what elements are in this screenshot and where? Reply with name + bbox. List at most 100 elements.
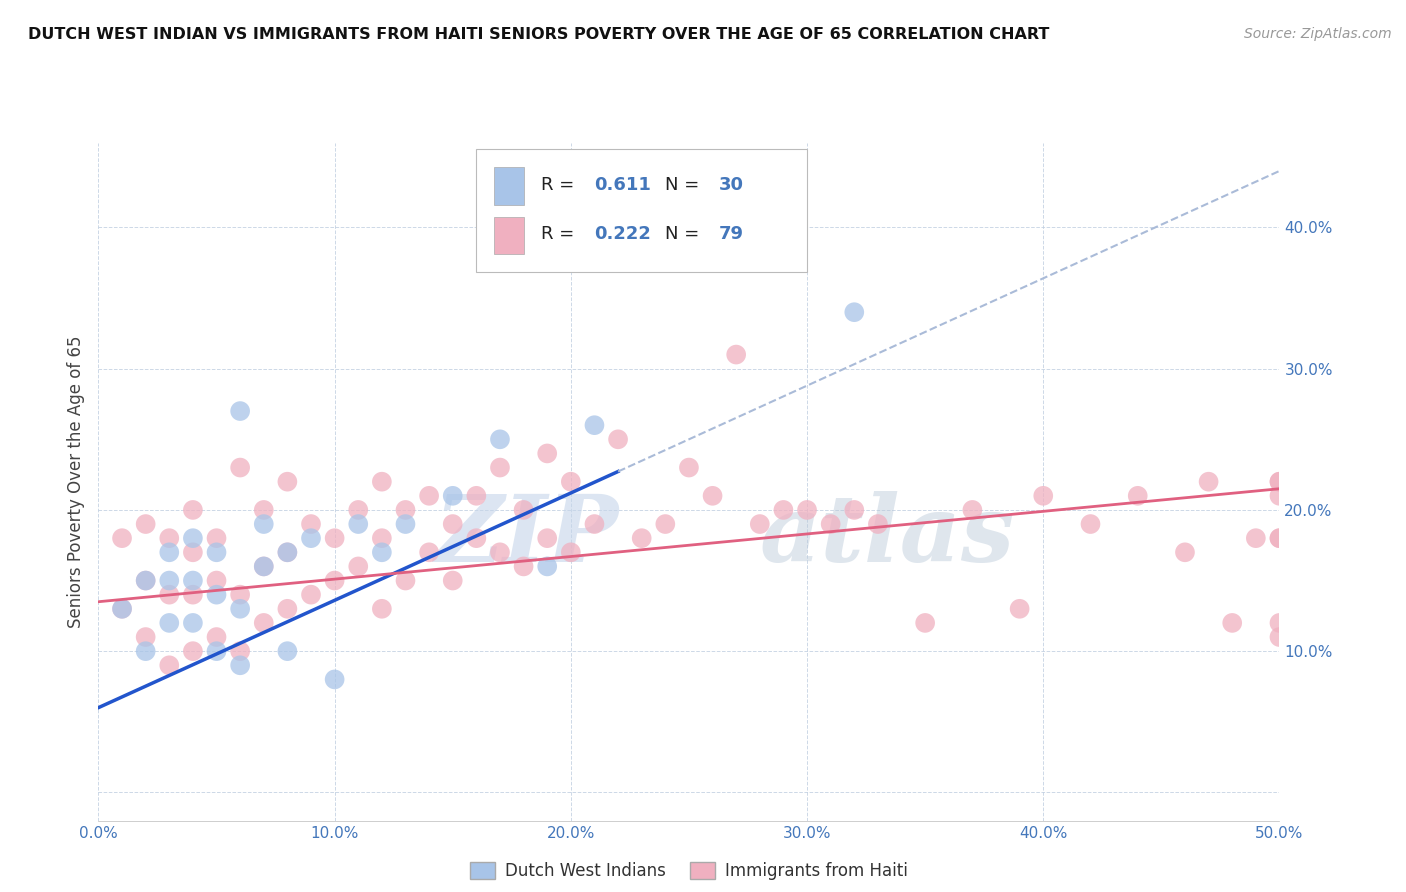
Point xyxy=(796,503,818,517)
Point xyxy=(253,517,276,532)
Point xyxy=(135,644,157,658)
Point xyxy=(276,644,298,658)
Point xyxy=(441,517,464,532)
Point xyxy=(914,615,936,630)
Point xyxy=(347,559,370,574)
Text: 0.222: 0.222 xyxy=(595,225,651,243)
Point xyxy=(135,574,157,588)
Point xyxy=(205,545,228,559)
Point xyxy=(866,517,889,532)
Point xyxy=(205,644,228,658)
Point xyxy=(135,517,157,532)
Point xyxy=(181,574,204,588)
Point xyxy=(607,433,630,447)
Point xyxy=(465,531,488,545)
Point xyxy=(1032,489,1054,503)
Point xyxy=(418,489,440,503)
Point xyxy=(229,588,252,602)
Point xyxy=(1220,615,1243,630)
Point xyxy=(299,517,322,532)
Point xyxy=(1198,475,1220,489)
Point xyxy=(536,446,558,460)
Text: R =: R = xyxy=(541,225,581,243)
Point xyxy=(560,545,582,559)
Point xyxy=(844,305,866,319)
Text: 30: 30 xyxy=(718,176,744,194)
Point xyxy=(371,602,394,616)
Point xyxy=(702,489,724,503)
Point xyxy=(157,615,180,630)
Text: atlas: atlas xyxy=(759,491,1015,581)
Point xyxy=(1268,489,1291,503)
Text: ZIP: ZIP xyxy=(434,491,619,581)
Point xyxy=(229,460,252,475)
Text: 0.611: 0.611 xyxy=(595,176,651,194)
Point xyxy=(205,588,228,602)
Point xyxy=(394,503,416,517)
Point xyxy=(276,545,298,559)
Point xyxy=(583,418,606,433)
Point xyxy=(512,503,534,517)
Point xyxy=(276,475,298,489)
Point xyxy=(181,588,204,602)
Point xyxy=(1126,489,1149,503)
Point xyxy=(323,531,346,545)
Point xyxy=(441,574,464,588)
Point xyxy=(748,249,770,263)
Point xyxy=(1080,517,1102,532)
Point xyxy=(253,559,276,574)
Point xyxy=(347,503,370,517)
Point xyxy=(725,348,748,362)
Point xyxy=(205,630,228,644)
Point xyxy=(347,517,370,532)
Point xyxy=(253,615,276,630)
Point xyxy=(394,517,416,532)
Point xyxy=(157,588,180,602)
Point xyxy=(489,460,512,475)
Point xyxy=(654,517,676,532)
Point xyxy=(1008,602,1031,616)
Point xyxy=(536,531,558,545)
Point xyxy=(111,602,134,616)
Point xyxy=(229,644,252,658)
Point xyxy=(1268,531,1291,545)
Point xyxy=(157,545,180,559)
Point xyxy=(135,630,157,644)
Point xyxy=(157,574,180,588)
Point xyxy=(157,531,180,545)
Point xyxy=(583,517,606,532)
Point xyxy=(111,531,134,545)
Text: R =: R = xyxy=(541,176,581,194)
Text: N =: N = xyxy=(665,176,706,194)
Point xyxy=(181,503,204,517)
Point xyxy=(276,602,298,616)
Point xyxy=(1268,531,1291,545)
Text: 79: 79 xyxy=(718,225,744,243)
Point xyxy=(323,673,346,687)
Point xyxy=(371,475,394,489)
Point xyxy=(111,602,134,616)
Point xyxy=(157,658,180,673)
Point xyxy=(205,574,228,588)
Point xyxy=(678,460,700,475)
Point xyxy=(512,559,534,574)
Legend: Dutch West Indians, Immigrants from Haiti: Dutch West Indians, Immigrants from Hait… xyxy=(463,855,915,887)
Point xyxy=(630,531,652,545)
Point xyxy=(181,545,204,559)
Point xyxy=(1268,630,1291,644)
Point xyxy=(1174,545,1197,559)
Point xyxy=(962,503,984,517)
Point xyxy=(229,602,252,616)
Point xyxy=(323,574,346,588)
Point xyxy=(844,503,866,517)
Point xyxy=(229,658,252,673)
Point xyxy=(536,559,558,574)
Y-axis label: Seniors Poverty Over the Age of 65: Seniors Poverty Over the Age of 65 xyxy=(66,335,84,628)
Point xyxy=(371,531,394,545)
Point xyxy=(489,545,512,559)
Point xyxy=(560,475,582,489)
Point xyxy=(205,531,228,545)
Point xyxy=(299,531,322,545)
Point xyxy=(1268,475,1291,489)
Point xyxy=(276,545,298,559)
